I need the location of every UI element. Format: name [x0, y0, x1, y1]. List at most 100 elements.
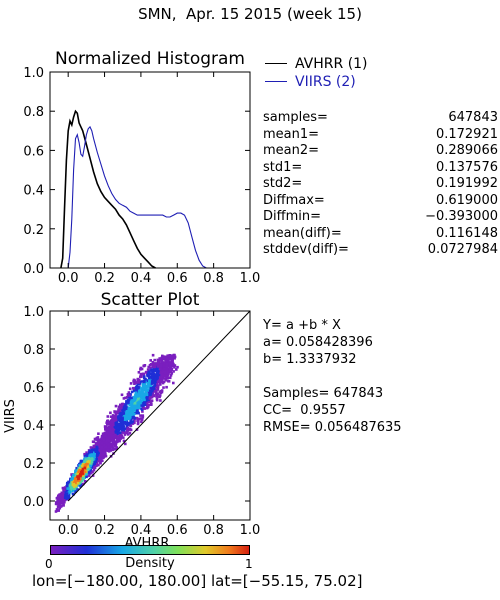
density-cell	[114, 443, 117, 447]
density-cell	[87, 465, 90, 468]
density-cell	[138, 394, 141, 398]
density-cell	[140, 391, 143, 395]
density-cell	[90, 460, 94, 464]
density-cell	[153, 358, 156, 362]
fit-samples: Samples= 647843	[263, 386, 384, 401]
density-cell	[100, 442, 104, 445]
density-cell	[147, 385, 150, 388]
density-cell	[173, 366, 176, 369]
density-cell	[137, 397, 140, 401]
density-cell	[148, 389, 152, 392]
density-cell	[156, 377, 159, 380]
density-cell	[77, 484, 81, 487]
density-cell	[107, 439, 111, 443]
histogram-xtick-label: 0.2	[94, 271, 115, 286]
density-cell	[83, 460, 86, 464]
density-cell	[167, 361, 171, 364]
density-cell	[85, 454, 89, 457]
fit-cc: CC= 0.9557	[263, 403, 346, 418]
density-cell	[150, 399, 154, 402]
colorbar-max-label: 1	[245, 557, 253, 571]
histogram-ytick-label: 0.6	[23, 144, 44, 159]
density-cell	[103, 451, 107, 455]
density-cell	[118, 413, 122, 416]
density-cell	[145, 402, 149, 405]
density-cell	[115, 421, 118, 424]
density-cell	[138, 391, 142, 394]
density-cell	[129, 398, 132, 402]
density-cell	[122, 415, 126, 418]
stat-row: mean2= 0.289066	[263, 143, 498, 159]
density-cell	[123, 431, 127, 435]
density-cell	[137, 371, 141, 374]
density-cell	[93, 445, 97, 449]
density-cell	[77, 476, 80, 480]
density-cell	[143, 398, 146, 402]
density-cell	[111, 415, 114, 419]
density-cell	[171, 361, 174, 364]
density-cell	[126, 411, 129, 415]
density-cell	[100, 438, 103, 441]
density-cell	[166, 354, 170, 358]
scatter-title: Scatter Plot	[101, 290, 200, 310]
density-cell	[100, 434, 104, 438]
density-cell	[141, 415, 145, 419]
density-cell	[119, 403, 122, 407]
histogram-ytick-label: 0.2	[23, 223, 44, 238]
density-cell	[154, 376, 158, 379]
density-cell	[61, 494, 65, 498]
density-cell	[98, 455, 101, 459]
stat-row: mean(diff)= 0.116148	[263, 226, 498, 242]
density-cell	[143, 403, 147, 406]
density-cell	[162, 355, 165, 358]
density-cell	[70, 473, 73, 476]
density-cell	[122, 428, 126, 432]
density-cell	[139, 368, 142, 371]
density-cell	[136, 386, 139, 390]
density-cell	[111, 448, 115, 452]
density-cell	[105, 429, 108, 433]
density-cell	[114, 433, 117, 436]
density-cell	[125, 405, 128, 408]
density-cell	[149, 363, 153, 366]
density-cell	[108, 433, 112, 436]
density-cell	[90, 462, 93, 465]
density-cell	[144, 385, 147, 389]
density-cell	[137, 406, 141, 409]
density-cell	[62, 496, 65, 499]
density-cell	[109, 437, 113, 440]
density-cell	[76, 488, 79, 491]
density-cell	[161, 380, 164, 383]
density-cell	[124, 396, 127, 400]
density-cell	[105, 432, 108, 435]
density-cell	[120, 419, 124, 423]
density-cell	[128, 387, 132, 391]
density-cell	[136, 388, 140, 391]
density-cell	[164, 359, 168, 362]
scatter-ytick-label: 0.2	[23, 457, 44, 472]
density-cell	[130, 390, 134, 394]
density-cell	[156, 358, 159, 362]
density-cell	[133, 402, 137, 405]
density-cell	[104, 440, 108, 443]
density-cell	[168, 362, 172, 366]
density-cell	[72, 473, 75, 477]
density-cell	[67, 493, 70, 497]
density-cell	[123, 421, 126, 424]
histogram-xtick-label: 0.8	[203, 271, 224, 286]
density-cell	[109, 438, 113, 442]
legend-label-viirs: VIIRS (2)	[295, 74, 356, 90]
density-cell	[86, 460, 90, 463]
density-cell	[144, 392, 147, 395]
density-cell	[104, 449, 107, 453]
density-cell	[107, 427, 110, 430]
density-cell	[125, 425, 129, 428]
density-cell	[140, 408, 144, 411]
density-cell	[100, 445, 104, 449]
stat-value: 0.619000	[435, 192, 498, 208]
histogram-ytick-label: 1.0	[23, 66, 44, 81]
density-cell	[117, 437, 120, 440]
density-cell	[155, 371, 159, 374]
density-cell	[88, 451, 91, 454]
density-cell	[126, 393, 130, 396]
